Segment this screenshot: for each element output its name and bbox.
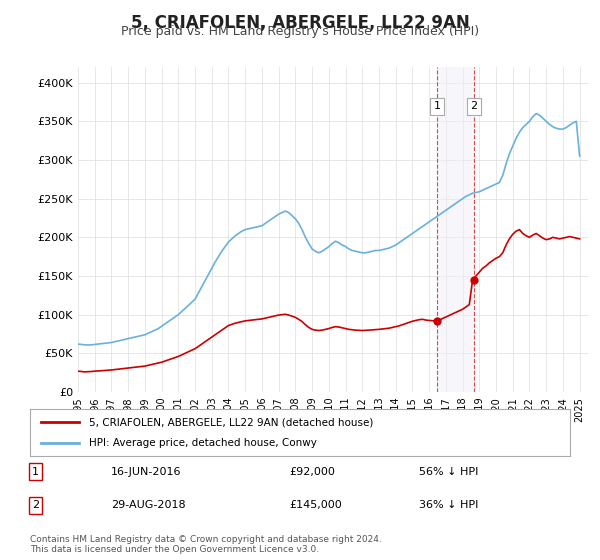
Text: 1: 1 — [433, 101, 440, 111]
Text: 16-JUN-2016: 16-JUN-2016 — [111, 466, 182, 477]
Text: 56% ↓ HPI: 56% ↓ HPI — [419, 466, 478, 477]
Text: £92,000: £92,000 — [289, 466, 335, 477]
Point — [469, 276, 478, 284]
Text: 5, CRIAFOLEN, ABERGELE, LL22 9AN (detached house): 5, CRIAFOLEN, ABERGELE, LL22 9AN (detach… — [89, 417, 374, 427]
Text: HPI: Average price, detached house, Conwy: HPI: Average price, detached house, Conw… — [89, 438, 317, 448]
Text: £145,000: £145,000 — [289, 501, 342, 510]
Text: 5, CRIAFOLEN, ABERGELE, LL22 9AN: 5, CRIAFOLEN, ABERGELE, LL22 9AN — [131, 14, 469, 32]
Text: Contains HM Land Registry data © Crown copyright and database right 2024.
This d: Contains HM Land Registry data © Crown c… — [30, 535, 382, 554]
Text: 2: 2 — [32, 501, 39, 510]
Point — [432, 316, 442, 325]
Bar — [437, 67, 473, 392]
Text: Price paid vs. HM Land Registry's House Price Index (HPI): Price paid vs. HM Land Registry's House … — [121, 25, 479, 38]
Text: 29-AUG-2018: 29-AUG-2018 — [111, 501, 185, 510]
Text: 1: 1 — [32, 466, 39, 477]
Text: 36% ↓ HPI: 36% ↓ HPI — [419, 501, 478, 510]
Text: 2: 2 — [470, 101, 477, 111]
